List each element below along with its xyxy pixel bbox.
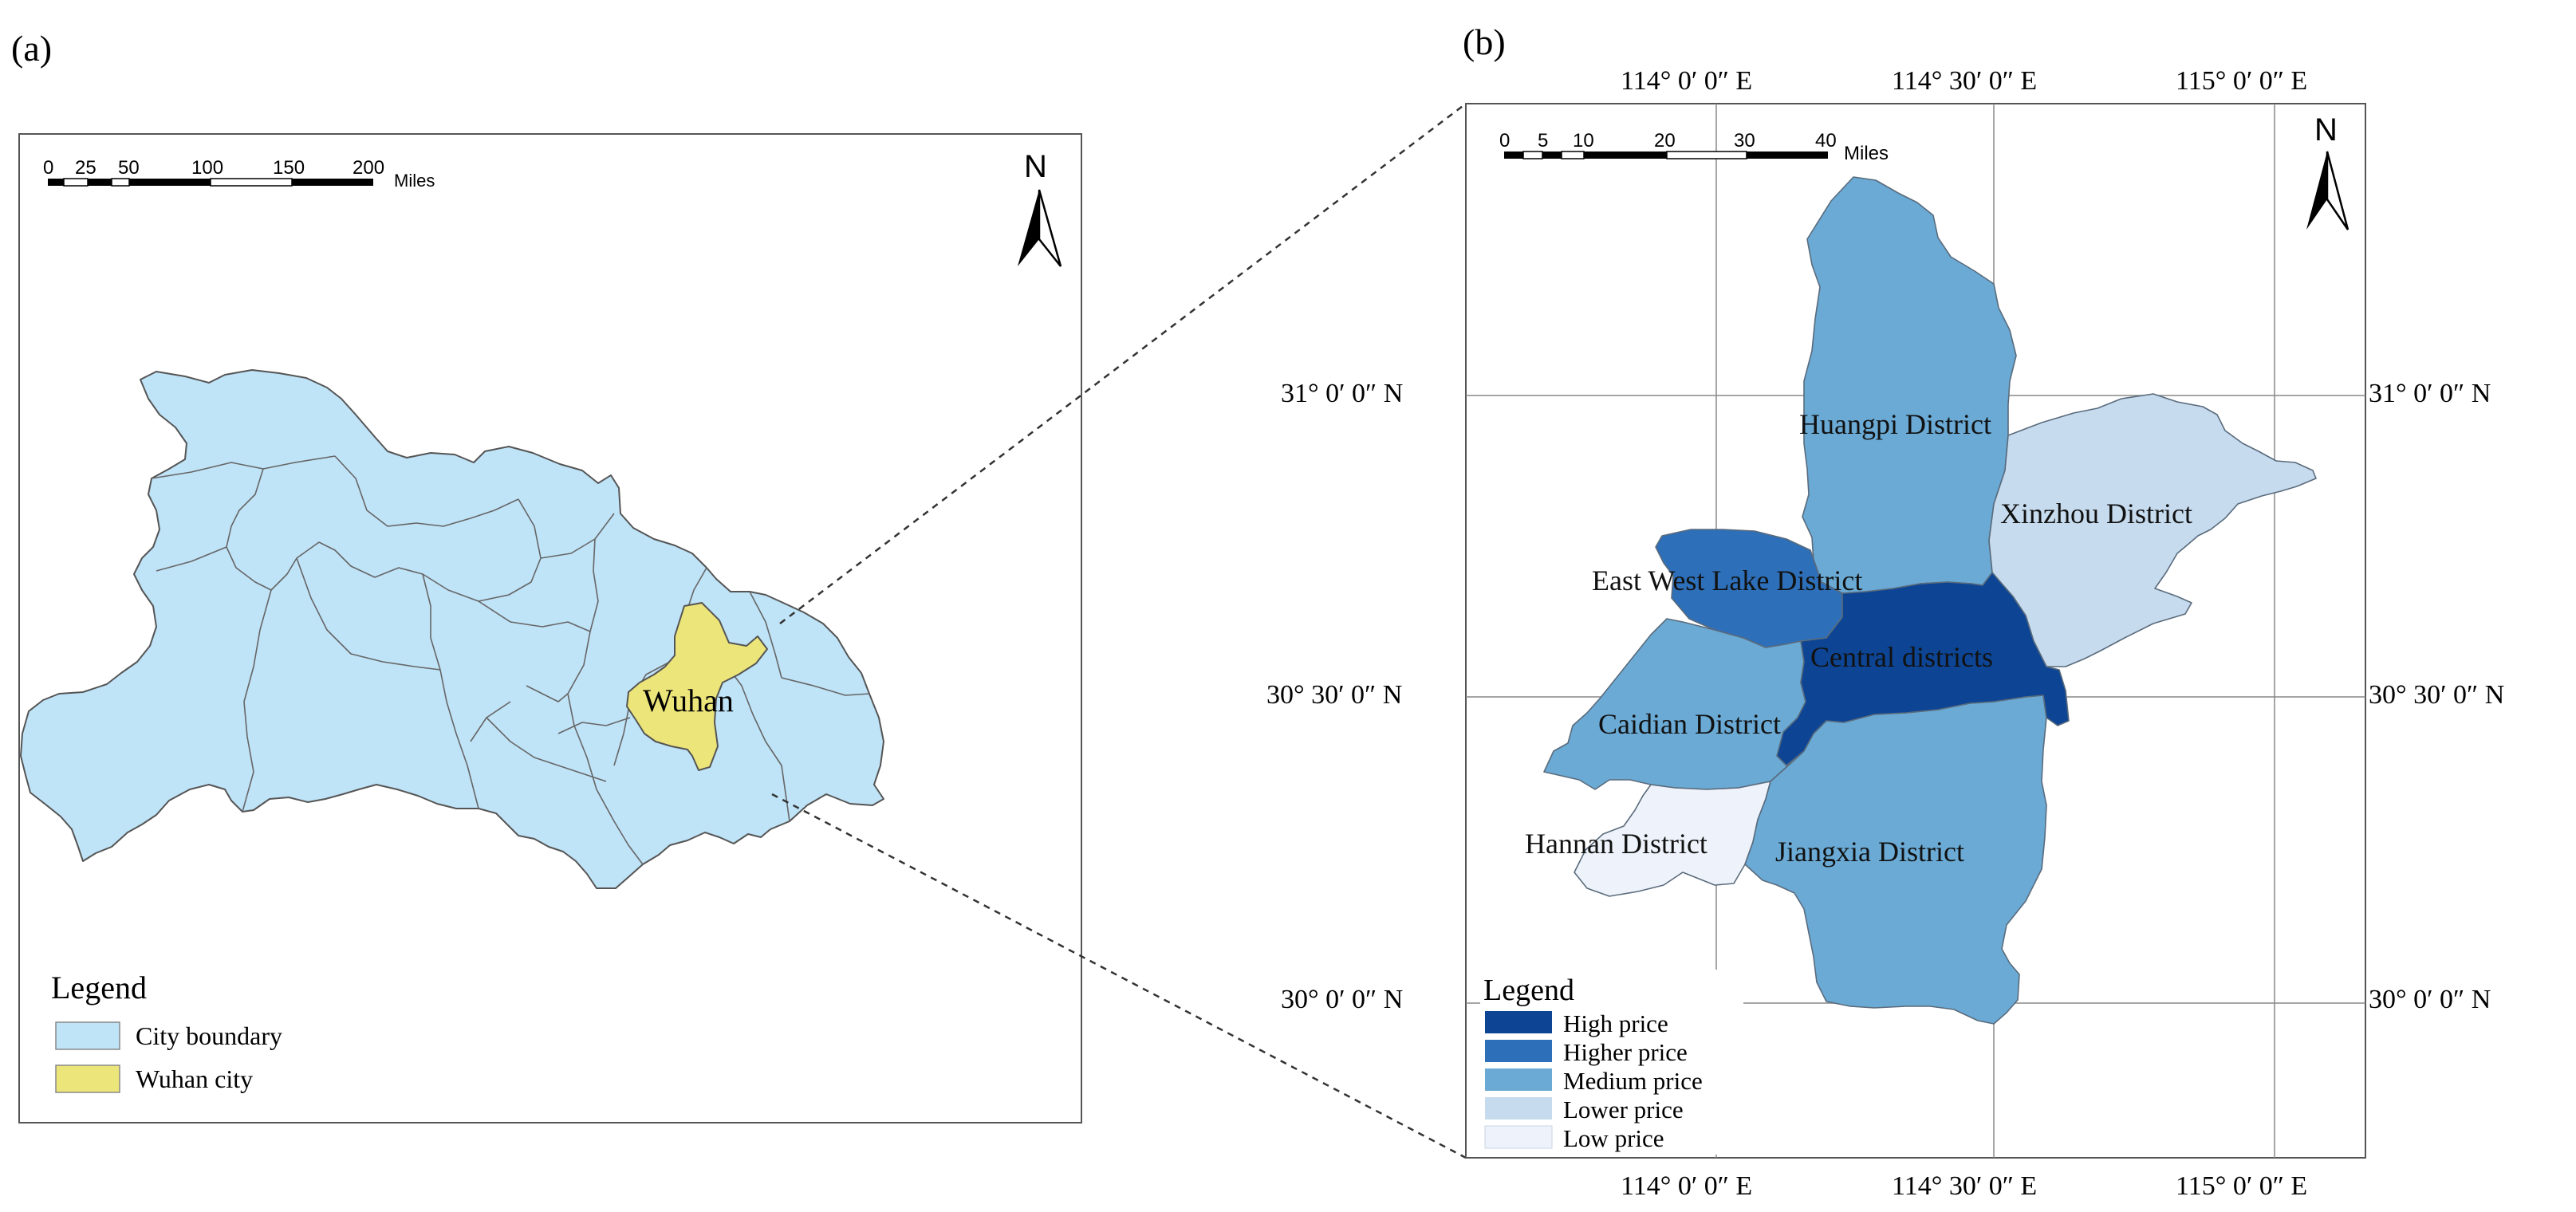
lon-label-top-115-00: 115° 0′ 0″ E <box>2176 66 2307 96</box>
wuhan-city-region <box>626 602 768 771</box>
scale-b-tick-0: 0 <box>1499 130 1510 152</box>
panel-a-label: (a) <box>11 28 52 69</box>
legend-b-label-low: Low price <box>1563 1124 1664 1152</box>
legend-b-label-medium: Medium price <box>1563 1067 1703 1095</box>
lat-label-left-31-00: 31° 0′ 0″ N <box>1281 379 1403 408</box>
legend-b-label-higher: Higher price <box>1563 1038 1688 1066</box>
label-jiangxia: Jiangxia District <box>1775 836 1964 868</box>
legend-a-title: Legend <box>51 970 147 1005</box>
hubei-province-map: Wuhan <box>20 369 884 889</box>
district-labels: Huangpi District Xinzhou District East W… <box>1525 408 2192 868</box>
scale-b-tick-20: 20 <box>1654 130 1676 152</box>
legend-b-label-high: High price <box>1563 1009 1668 1037</box>
scale-b-unit: Miles <box>1844 143 1889 164</box>
north-a-letter: N <box>1024 149 1047 184</box>
map-b-scale-bar: 0 5 10 20 30 40 Miles <box>1499 130 1889 164</box>
scale-b-tick-10: 10 <box>1573 130 1594 152</box>
lon-label-top-114-00: 114° 0′ 0″ E <box>1621 66 1752 96</box>
scale-a-tick-200: 200 <box>353 157 384 179</box>
panel-b-label: (b) <box>1463 22 1506 62</box>
label-east-west-lake: East West Lake District <box>1592 565 1862 596</box>
wuhan-district-map <box>1543 176 2317 1025</box>
label-xinzhou: Xinzhou District <box>2000 498 2192 529</box>
lat-label-left-30-30: 30° 30′ 0″ N <box>1266 680 1402 710</box>
legend-b-swatch-low <box>1484 1125 1553 1149</box>
legend-b-swatch-higher <box>1485 1040 1552 1062</box>
legend-a-label-city-boundary: City boundary <box>136 1021 282 1050</box>
scale-a-tick-0: 0 <box>43 157 53 179</box>
north-arrow-icon: N <box>1018 149 1062 267</box>
lon-label-bottom-114-30: 114° 30′ 0″ E <box>1892 1171 2037 1201</box>
scale-a-tick-50: 50 <box>118 157 140 179</box>
lon-label-bottom-115-00: 115° 0′ 0″ E <box>2176 1171 2307 1201</box>
district-xinzhou <box>1988 393 2317 667</box>
legend-b-swatch-medium <box>1485 1068 1552 1091</box>
north-arrow-b-icon: N <box>2306 112 2350 230</box>
district-central <box>1776 572 2070 766</box>
legend-b-swatch-lower <box>1485 1097 1552 1120</box>
lon-label-bottom-114-00: 114° 0′ 0″ E <box>1621 1171 1752 1201</box>
lat-label-left-30-00: 30° 0′ 0″ N <box>1281 985 1403 1014</box>
map-b-legend: Legend High price Higher price Medium pr… <box>1480 970 1743 1155</box>
wuhan-city-label: Wuhan <box>643 683 734 718</box>
map-a-scale-bar: 0 25 50 100 150 200 Miles <box>43 157 435 191</box>
label-central: Central districts <box>1810 641 1993 673</box>
scale-a-unit: Miles <box>394 171 435 191</box>
legend-b-label-lower: Lower price <box>1563 1096 1684 1123</box>
label-huangpi: Huangpi District <box>1799 408 1991 440</box>
lat-label-right-30-00: 30° 0′ 0″ N <box>2369 985 2491 1014</box>
district-hannan <box>1574 781 1771 897</box>
scale-b-tick-30: 30 <box>1734 130 1755 152</box>
county-boundaries <box>151 455 870 865</box>
legend-a-swatch-wuhan-city <box>55 1064 120 1093</box>
scale-a-tick-25: 25 <box>75 157 97 179</box>
legend-a-swatch-city-boundary <box>55 1021 120 1050</box>
label-caidian: Caidian District <box>1598 708 1781 740</box>
scale-a-tick-100: 100 <box>191 157 223 179</box>
hubei-outline <box>20 369 884 889</box>
scale-b-tick-40: 40 <box>1815 130 1837 152</box>
map-a-legend: Legend City boundary Wuhan city <box>51 970 282 1093</box>
legend-a-label-wuhan-city: Wuhan city <box>136 1064 253 1093</box>
scale-b-tick-5: 5 <box>1538 130 1548 152</box>
lat-label-right-30-30: 30° 30′ 0″ N <box>2369 680 2504 710</box>
label-hannan: Hannan District <box>1525 828 1707 860</box>
scale-a-tick-150: 150 <box>273 157 305 179</box>
legend-b-swatch-high <box>1485 1011 1552 1033</box>
lon-label-top-114-30: 114° 30′ 0″ E <box>1892 66 2037 96</box>
lat-label-right-31-00: 31° 0′ 0″ N <box>2369 379 2491 408</box>
north-b-letter: N <box>2314 112 2338 148</box>
legend-b-title: Legend <box>1483 974 1574 1007</box>
